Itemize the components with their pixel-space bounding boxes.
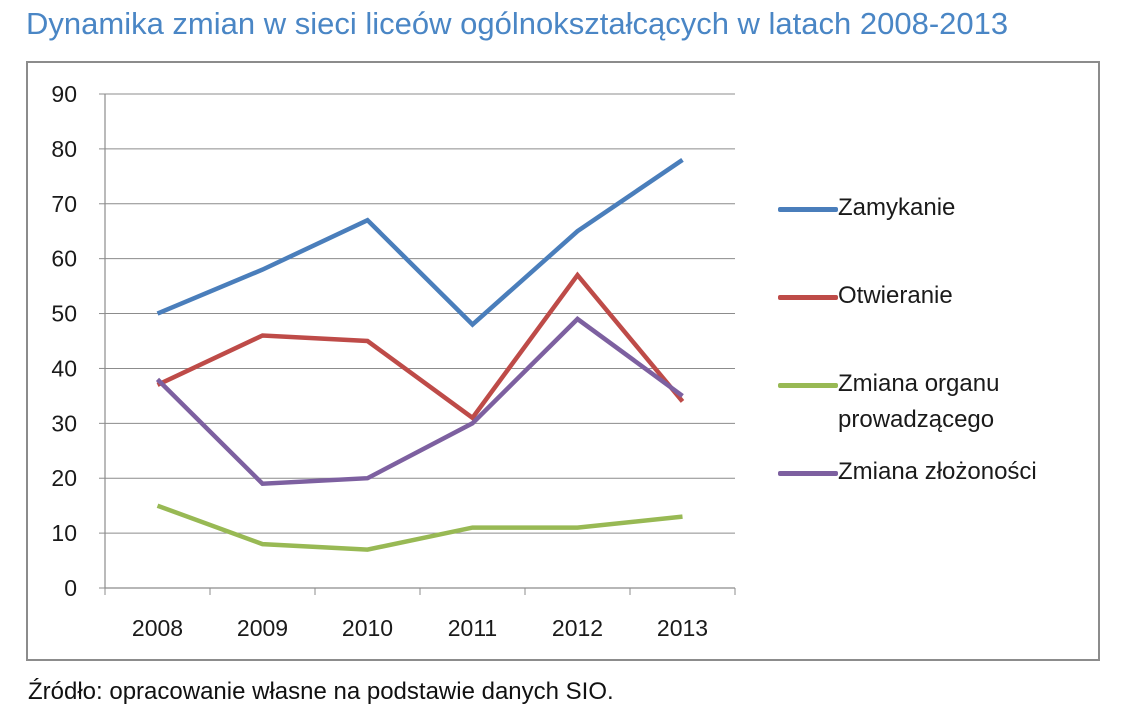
x-tick-label: 2009 [237, 615, 288, 641]
x-tick-label: 2008 [132, 615, 183, 641]
legend-label: Zmiana organu prowadzącego [838, 370, 1000, 433]
y-tick-label: 90 [51, 81, 77, 107]
y-tick-label: 60 [51, 246, 77, 272]
y-tick-label: 50 [51, 301, 77, 327]
series-line-4 [155, 316, 684, 486]
legend-label: Zmiana złożoności [838, 458, 1037, 485]
y-tick-label: 10 [51, 520, 77, 546]
y-tick-label: 80 [51, 136, 77, 162]
legend-swatch [778, 295, 838, 300]
series-lines [155, 158, 685, 552]
y-tick-label: 30 [51, 410, 77, 436]
y-tick-label: 40 [51, 355, 77, 381]
source-note: Źródło: opracowanie własne na podstawie … [28, 678, 614, 705]
x-tick-label: 2011 [448, 615, 497, 641]
y-tick-labels: 0 10 20 30 40 50 60 70 80 90 [51, 81, 77, 601]
chart-title: Dynamika zmian w sieci liceów ogólnokszt… [26, 6, 1009, 41]
x-tick-label: 2013 [657, 615, 708, 641]
legend-swatch [778, 207, 838, 212]
legend-item: Zmiana organu prowadzącego [778, 366, 1068, 438]
y-tick-label: 20 [51, 465, 77, 491]
series-line-2 [156, 271, 685, 421]
y-tick-label: 70 [51, 191, 77, 217]
series-line-3 [156, 503, 683, 552]
legend-item: Otwieranie [778, 278, 1068, 314]
axes [99, 93, 736, 595]
x-tick-labels: 2008 2009 2010 2011 2012 2013 [132, 615, 708, 641]
legend-item: Zmiana złożoności [778, 454, 1068, 490]
legend-swatch [778, 471, 838, 476]
legend-swatch [778, 383, 838, 388]
legend-label: Otwieranie [838, 282, 953, 309]
gridlines [105, 93, 735, 534]
legend-label: Zamykanie [838, 194, 956, 221]
series-line-1 [156, 158, 684, 328]
legend-item: Zamykanie [778, 190, 1068, 226]
x-tick-label: 2012 [552, 615, 603, 641]
y-tick-label: 0 [64, 575, 77, 601]
x-tick-label: 2010 [342, 615, 393, 641]
